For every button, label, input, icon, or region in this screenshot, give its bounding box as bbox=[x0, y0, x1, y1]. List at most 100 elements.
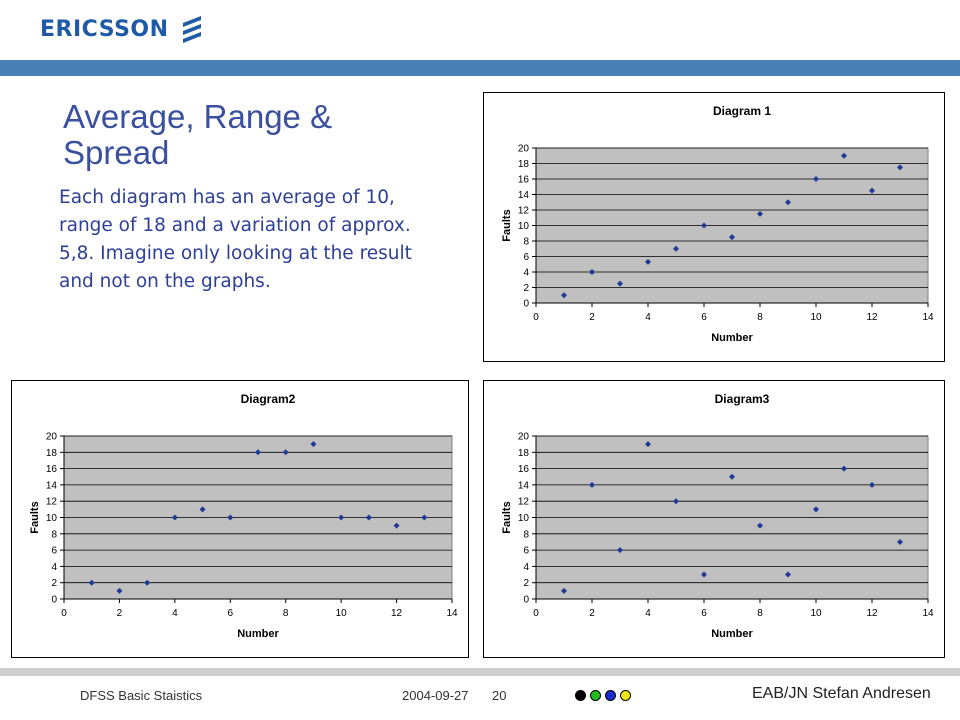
data-point bbox=[645, 258, 651, 265]
y-tick-label: 12 bbox=[518, 206, 530, 217]
data-point bbox=[813, 506, 819, 513]
data-point bbox=[393, 522, 400, 529]
x-tick-label: 10 bbox=[810, 312, 822, 323]
y-tick-label: 6 bbox=[51, 546, 57, 557]
data-point bbox=[729, 473, 735, 480]
footer-dots bbox=[575, 690, 635, 701]
data-point bbox=[561, 292, 567, 299]
data-point bbox=[171, 514, 178, 521]
y-tick-label: 0 bbox=[51, 595, 57, 606]
x-tick-label: 2 bbox=[589, 312, 595, 323]
x-tick-label: 4 bbox=[172, 608, 178, 619]
data-point bbox=[561, 587, 567, 594]
header-bar bbox=[0, 60, 960, 76]
y-tick-label: 12 bbox=[46, 497, 58, 508]
y-tick-label: 2 bbox=[523, 283, 529, 294]
data-point bbox=[673, 498, 679, 505]
diagram-3-svg: Diagram3 0 2 4 6 8 10 12 14 16 18 20 0 2 4 6 8 10 12 14 Numb… bbox=[501, 392, 934, 640]
y-tick-label: 4 bbox=[523, 268, 529, 279]
y-tick-label: 8 bbox=[523, 237, 529, 248]
y-tick-label: 16 bbox=[46, 464, 58, 475]
footer-bar bbox=[0, 668, 960, 676]
diagram-2-svg: Diagram2 0 2 4 6 8 10 12 14 16 18 20 0 2 4 6 8 10 12 14 Numb… bbox=[29, 392, 458, 640]
footer-dot bbox=[575, 690, 586, 701]
data-point bbox=[729, 234, 735, 241]
x-axis-label: Number bbox=[711, 628, 753, 640]
y-tick-label: 18 bbox=[518, 448, 530, 459]
y-tick-label: 16 bbox=[518, 464, 530, 475]
chart-title: Diagram3 bbox=[715, 392, 770, 406]
diagram-1-chart: Diagram 1 0 2 4 6 8 10 12 14 16 18 20 0 2 4 6 8 10 12 14 Num… bbox=[483, 92, 945, 362]
slide-title: Average, Range & Spread bbox=[63, 98, 333, 171]
data-point bbox=[841, 152, 847, 159]
data-point bbox=[785, 571, 791, 578]
footer-course: DFSS Basic Staistics bbox=[80, 688, 203, 703]
x-tick-label: 14 bbox=[922, 312, 934, 323]
x-tick-label: 8 bbox=[757, 608, 763, 619]
y-tick-label: 14 bbox=[518, 480, 530, 491]
x-tick-label: 14 bbox=[922, 608, 934, 619]
y-tick-label: 20 bbox=[518, 144, 530, 155]
y-tick-label: 20 bbox=[518, 432, 530, 443]
y-tick-label: 2 bbox=[523, 578, 529, 589]
x-tick-label: 14 bbox=[446, 608, 458, 619]
x-tick-label: 6 bbox=[701, 312, 707, 323]
data-point bbox=[757, 522, 763, 529]
y-tick-label: 6 bbox=[523, 252, 529, 263]
data-point bbox=[199, 506, 206, 513]
data-point bbox=[617, 547, 623, 554]
data-point bbox=[785, 199, 791, 206]
y-tick-label: 10 bbox=[518, 513, 530, 524]
y-tick-label: 18 bbox=[46, 448, 58, 459]
diagram-2-chart: Diagram2 0 2 4 6 8 10 12 14 16 18 20 0 2 4 6 8 10 12 14 Numb… bbox=[11, 380, 469, 658]
logo-text: ERICSSON bbox=[40, 16, 169, 42]
footer-dot bbox=[605, 690, 616, 701]
y-tick-label: 8 bbox=[523, 529, 529, 540]
y-axis-label: Faults bbox=[501, 209, 513, 241]
footer-dot bbox=[590, 690, 601, 701]
y-tick-label: 10 bbox=[518, 221, 530, 232]
data-point bbox=[673, 245, 679, 252]
data-point bbox=[589, 481, 595, 488]
data-point bbox=[88, 579, 95, 586]
y-tick-label: 14 bbox=[46, 480, 58, 491]
data-point bbox=[869, 481, 875, 488]
data-point bbox=[645, 441, 651, 448]
data-point bbox=[841, 465, 847, 472]
y-axis-label: Faults bbox=[501, 501, 513, 533]
data-point bbox=[365, 514, 372, 521]
x-tick-label: 2 bbox=[589, 608, 595, 619]
footer-page-number: 20 bbox=[492, 688, 507, 703]
x-axis-label: Number bbox=[711, 332, 753, 344]
y-tick-label: 12 bbox=[518, 497, 530, 508]
y-axis-label: Faults bbox=[29, 501, 41, 533]
data-point bbox=[701, 571, 707, 578]
data-point bbox=[144, 579, 151, 586]
slide-body-text: Each diagram has an average of 10, range… bbox=[59, 187, 412, 292]
diagram-1-svg: Diagram 1 0 2 4 6 8 10 12 14 16 18 20 0 2 4 6 8 10 12 14 Num… bbox=[501, 104, 934, 344]
y-tick-label: 14 bbox=[518, 190, 530, 201]
chart-title: Diagram 1 bbox=[713, 104, 771, 118]
y-tick-label: 20 bbox=[46, 432, 58, 443]
x-tick-label: 0 bbox=[533, 608, 539, 619]
footer-dot bbox=[620, 690, 631, 701]
data-point bbox=[255, 449, 261, 456]
x-tick-label: 2 bbox=[117, 608, 123, 619]
footer-date: 2004-09-27 bbox=[402, 688, 469, 703]
data-point bbox=[310, 441, 317, 448]
y-tick-label: 6 bbox=[523, 546, 529, 557]
x-tick-label: 4 bbox=[645, 608, 651, 619]
x-tick-label: 0 bbox=[533, 312, 539, 323]
y-tick-label: 10 bbox=[46, 513, 58, 524]
x-axis-label: Number bbox=[237, 628, 279, 640]
data-point bbox=[589, 269, 595, 275]
x-tick-label: 10 bbox=[810, 608, 822, 619]
data-point bbox=[116, 587, 123, 594]
y-tick-label: 4 bbox=[523, 562, 529, 573]
diagram-3-chart: Diagram3 0 2 4 6 8 10 12 14 16 18 20 0 2 4 6 8 10 12 14 Numb… bbox=[483, 380, 945, 658]
y-tick-label: 4 bbox=[51, 562, 57, 573]
chart-title: Diagram2 bbox=[241, 392, 296, 406]
data-point bbox=[282, 449, 289, 456]
data-point bbox=[813, 176, 819, 182]
y-tick-label: 0 bbox=[523, 299, 529, 310]
